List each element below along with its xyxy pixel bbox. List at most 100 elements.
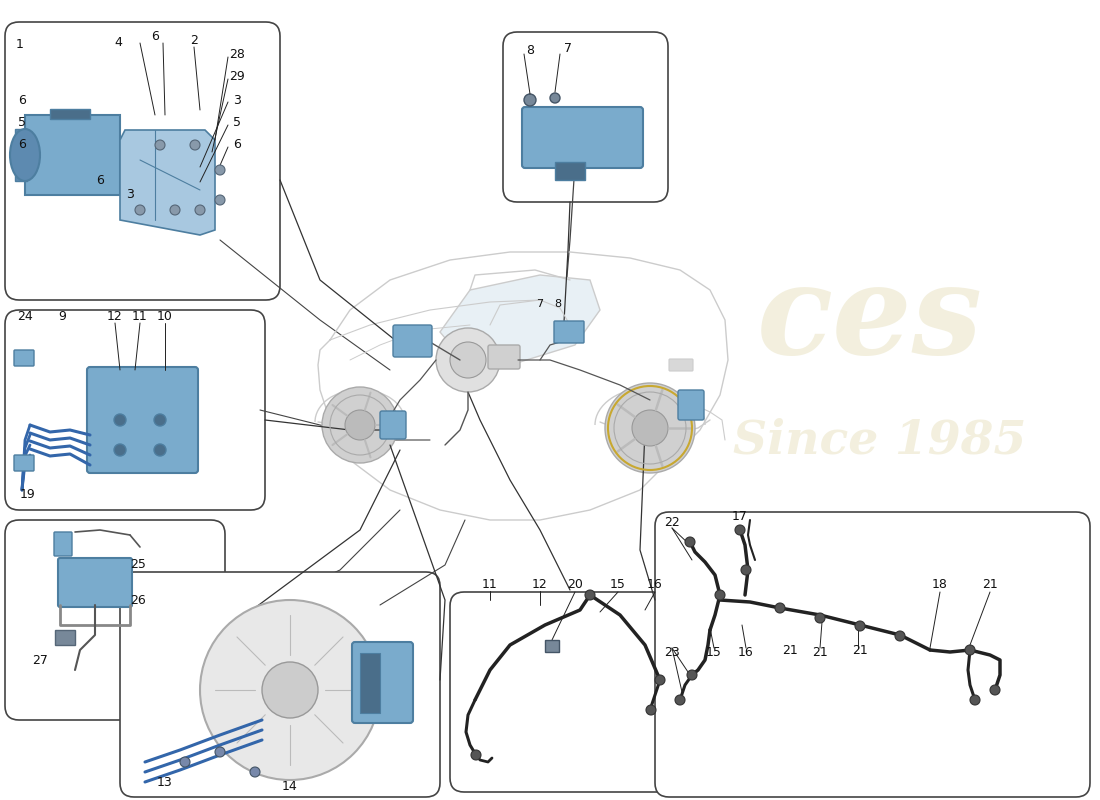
FancyBboxPatch shape [55, 630, 75, 645]
Circle shape [646, 705, 656, 715]
Text: 26: 26 [130, 594, 146, 606]
Circle shape [180, 757, 190, 767]
FancyBboxPatch shape [50, 109, 90, 119]
Text: 6: 6 [96, 174, 103, 186]
FancyBboxPatch shape [15, 129, 28, 181]
Circle shape [895, 631, 905, 641]
Circle shape [970, 695, 980, 705]
Circle shape [190, 140, 200, 150]
FancyBboxPatch shape [669, 359, 693, 371]
Text: 28: 28 [229, 49, 245, 62]
Text: 14: 14 [282, 779, 298, 793]
Text: 21: 21 [812, 646, 828, 658]
Text: 16: 16 [738, 646, 754, 658]
Circle shape [776, 603, 785, 613]
Text: 5: 5 [18, 115, 26, 129]
Circle shape [815, 613, 825, 623]
Circle shape [585, 590, 595, 600]
Circle shape [114, 414, 126, 426]
FancyBboxPatch shape [554, 321, 584, 343]
FancyBboxPatch shape [6, 22, 280, 300]
FancyBboxPatch shape [678, 390, 704, 420]
Text: 11: 11 [132, 310, 147, 323]
Circle shape [685, 537, 695, 547]
Text: Since 1985: Since 1985 [734, 417, 1026, 463]
Text: ces: ces [757, 259, 983, 381]
Text: 10: 10 [157, 310, 173, 323]
FancyBboxPatch shape [14, 350, 34, 366]
Circle shape [154, 444, 166, 456]
FancyBboxPatch shape [450, 592, 690, 792]
FancyBboxPatch shape [393, 325, 432, 357]
Text: 17: 17 [733, 510, 748, 523]
Text: 2: 2 [190, 34, 198, 46]
Text: 21: 21 [852, 643, 868, 657]
Text: 4: 4 [114, 35, 122, 49]
Circle shape [214, 195, 225, 205]
Text: 6: 6 [18, 138, 26, 151]
Circle shape [170, 205, 180, 215]
Circle shape [436, 328, 500, 392]
Polygon shape [120, 130, 214, 235]
Text: 12: 12 [532, 578, 548, 591]
FancyBboxPatch shape [25, 115, 120, 195]
Text: 19: 19 [20, 489, 36, 502]
FancyBboxPatch shape [488, 345, 520, 369]
Circle shape [688, 670, 697, 680]
FancyBboxPatch shape [58, 558, 132, 607]
FancyBboxPatch shape [379, 411, 406, 439]
FancyBboxPatch shape [503, 32, 668, 202]
Text: 12: 12 [107, 310, 123, 323]
Circle shape [550, 93, 560, 103]
Circle shape [154, 414, 166, 426]
FancyBboxPatch shape [6, 520, 225, 720]
FancyBboxPatch shape [654, 512, 1090, 797]
Circle shape [322, 387, 398, 463]
FancyBboxPatch shape [54, 532, 72, 556]
Text: 1: 1 [16, 38, 24, 51]
Text: 8: 8 [526, 43, 534, 57]
Circle shape [632, 410, 668, 446]
Circle shape [200, 600, 380, 780]
Circle shape [471, 750, 481, 760]
Circle shape [654, 675, 666, 685]
Text: 22: 22 [664, 515, 680, 529]
Circle shape [250, 767, 260, 777]
Circle shape [135, 205, 145, 215]
FancyBboxPatch shape [6, 310, 265, 510]
Circle shape [214, 747, 225, 757]
Text: 5: 5 [233, 115, 241, 129]
FancyBboxPatch shape [522, 107, 644, 168]
Circle shape [735, 525, 745, 535]
Text: 7: 7 [537, 299, 543, 309]
Text: 7: 7 [564, 42, 572, 54]
Polygon shape [440, 275, 600, 368]
Text: 25: 25 [130, 558, 146, 571]
Text: 13: 13 [157, 775, 173, 789]
FancyBboxPatch shape [120, 572, 440, 797]
Text: 15: 15 [706, 646, 722, 658]
Text: 21: 21 [982, 578, 998, 591]
Text: 6: 6 [233, 138, 241, 151]
FancyBboxPatch shape [556, 162, 585, 180]
Circle shape [675, 695, 685, 705]
Text: 3: 3 [233, 94, 241, 106]
Text: 27: 27 [32, 654, 48, 666]
Text: 29: 29 [229, 70, 245, 83]
Circle shape [605, 383, 695, 473]
Text: 11: 11 [482, 578, 498, 591]
Circle shape [114, 444, 126, 456]
Text: 9: 9 [58, 310, 66, 323]
FancyBboxPatch shape [14, 455, 34, 471]
Circle shape [741, 565, 751, 575]
Circle shape [990, 685, 1000, 695]
FancyBboxPatch shape [352, 642, 412, 723]
FancyBboxPatch shape [360, 653, 379, 713]
Circle shape [715, 590, 725, 600]
Text: 20: 20 [568, 578, 583, 591]
FancyBboxPatch shape [544, 640, 559, 652]
Text: 21: 21 [782, 643, 797, 657]
Ellipse shape [10, 129, 40, 181]
Text: 8: 8 [554, 299, 562, 309]
Circle shape [155, 140, 165, 150]
